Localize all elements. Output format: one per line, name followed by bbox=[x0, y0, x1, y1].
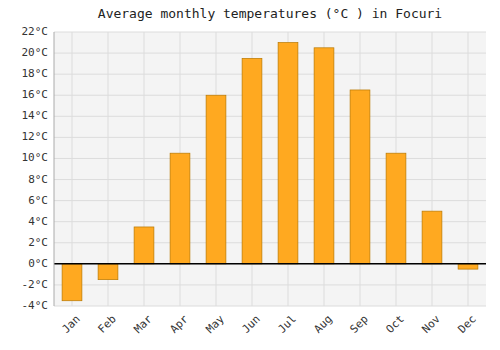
y-tick-label: 2°C bbox=[28, 236, 48, 249]
x-tick-label: Oct bbox=[384, 313, 407, 336]
bar bbox=[134, 227, 154, 264]
bar bbox=[98, 264, 118, 280]
x-grid-line bbox=[144, 32, 145, 306]
x-tick-label: Dec bbox=[456, 313, 479, 336]
title: Average monthly temperatures (°C ) in Fo… bbox=[98, 6, 442, 21]
bars bbox=[62, 43, 478, 301]
bar bbox=[350, 90, 370, 264]
bar bbox=[206, 95, 226, 264]
x-tick-label: Jun bbox=[240, 313, 263, 336]
y-grid-line bbox=[54, 116, 486, 117]
zero-line bbox=[54, 263, 486, 265]
bar bbox=[242, 58, 262, 264]
x-tick-label: Aug bbox=[312, 313, 335, 336]
x-tick-label: Feb bbox=[96, 313, 119, 336]
y-grid-line bbox=[54, 74, 486, 75]
plot-background bbox=[54, 32, 486, 306]
y-tick-label: 12°C bbox=[22, 130, 49, 143]
y-tick-label: -4°C bbox=[22, 299, 49, 312]
y-grid-line bbox=[54, 53, 486, 54]
x-tick-label: Jul bbox=[276, 313, 299, 336]
y-grid-line bbox=[54, 242, 486, 243]
y-tick-label: 10°C bbox=[22, 151, 49, 164]
bar bbox=[422, 211, 442, 264]
y-grid-line bbox=[54, 200, 486, 201]
x-grid-line bbox=[432, 32, 433, 306]
y-tick-label: 6°C bbox=[28, 194, 48, 207]
y-tick-label: 18°C bbox=[22, 67, 49, 80]
y-tick-label: 22°C bbox=[22, 25, 49, 38]
x-tick-label: Sep bbox=[348, 313, 371, 336]
chart: -4°C -2°C 0°C 2°C 4°C 6°C 8°C 10°C 12°C 14°C 16°C 1… bbox=[0, 0, 500, 350]
grid bbox=[54, 32, 486, 306]
y-grid-line bbox=[54, 284, 486, 285]
bar bbox=[278, 43, 298, 264]
y-tick-label: 16°C bbox=[22, 88, 49, 101]
x-tick-label: Jan bbox=[60, 313, 83, 336]
bar bbox=[458, 264, 478, 269]
bar bbox=[62, 264, 82, 301]
y-tick-label: -2°C bbox=[22, 278, 49, 291]
y-grid-line bbox=[54, 158, 486, 159]
x-tick-label: Apr bbox=[168, 312, 192, 336]
bar bbox=[170, 153, 190, 264]
x-axis: Jan Feb Mar Apr May Jun Jul Aug Sep Oct Nov Dec bbox=[60, 312, 479, 336]
bar bbox=[386, 153, 406, 264]
y-grid-line bbox=[54, 221, 486, 222]
y-grid-line bbox=[54, 306, 486, 307]
x-tick-label: Mar bbox=[132, 312, 156, 336]
chart-container: -4°C -2°C 0°C 2°C 4°C 6°C 8°C 10°C 12°C 14°C 16°C 1… bbox=[0, 0, 500, 350]
y-tick-label: 8°C bbox=[28, 173, 48, 186]
y-grid-line bbox=[54, 137, 486, 138]
y-grid-line bbox=[54, 263, 486, 264]
y-tick-label: 14°C bbox=[22, 109, 49, 122]
x-tick-label: Nov bbox=[420, 312, 444, 336]
y-grid-line bbox=[54, 95, 486, 96]
y-axis: -4°C -2°C 0°C 2°C 4°C 6°C 8°C 10°C 12°C 14°C 16°C 1… bbox=[22, 25, 49, 312]
bar bbox=[314, 48, 334, 264]
y-tick-label: 4°C bbox=[28, 215, 48, 228]
y-grid-line bbox=[54, 179, 486, 180]
y-grid-line bbox=[54, 32, 486, 33]
y-axis-line bbox=[54, 32, 55, 306]
y-tick-label: 20°C bbox=[22, 46, 49, 59]
y-tick-label: 0°C bbox=[28, 257, 48, 270]
x-tick-label: May bbox=[204, 312, 228, 336]
